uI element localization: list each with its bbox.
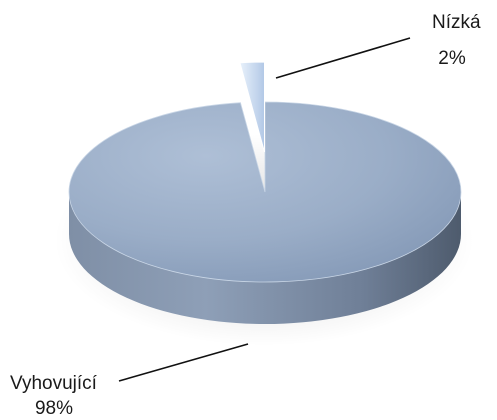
- pie-slice-side-0: [69, 192, 461, 324]
- slice-value-nizka: 2%: [438, 48, 466, 69]
- slice-value-vyhovujici: 98%: [35, 398, 73, 419]
- pie-slice-1: [239, 61, 265, 153]
- leader-line-vyhovujici: [118, 343, 249, 382]
- leader-line-nizka: [275, 37, 411, 79]
- slice-label-nizka: Nízká: [432, 12, 481, 33]
- slice-label-vyhovujici: Vyhovující: [10, 373, 98, 394]
- pie-slice-0: [68, 101, 462, 283]
